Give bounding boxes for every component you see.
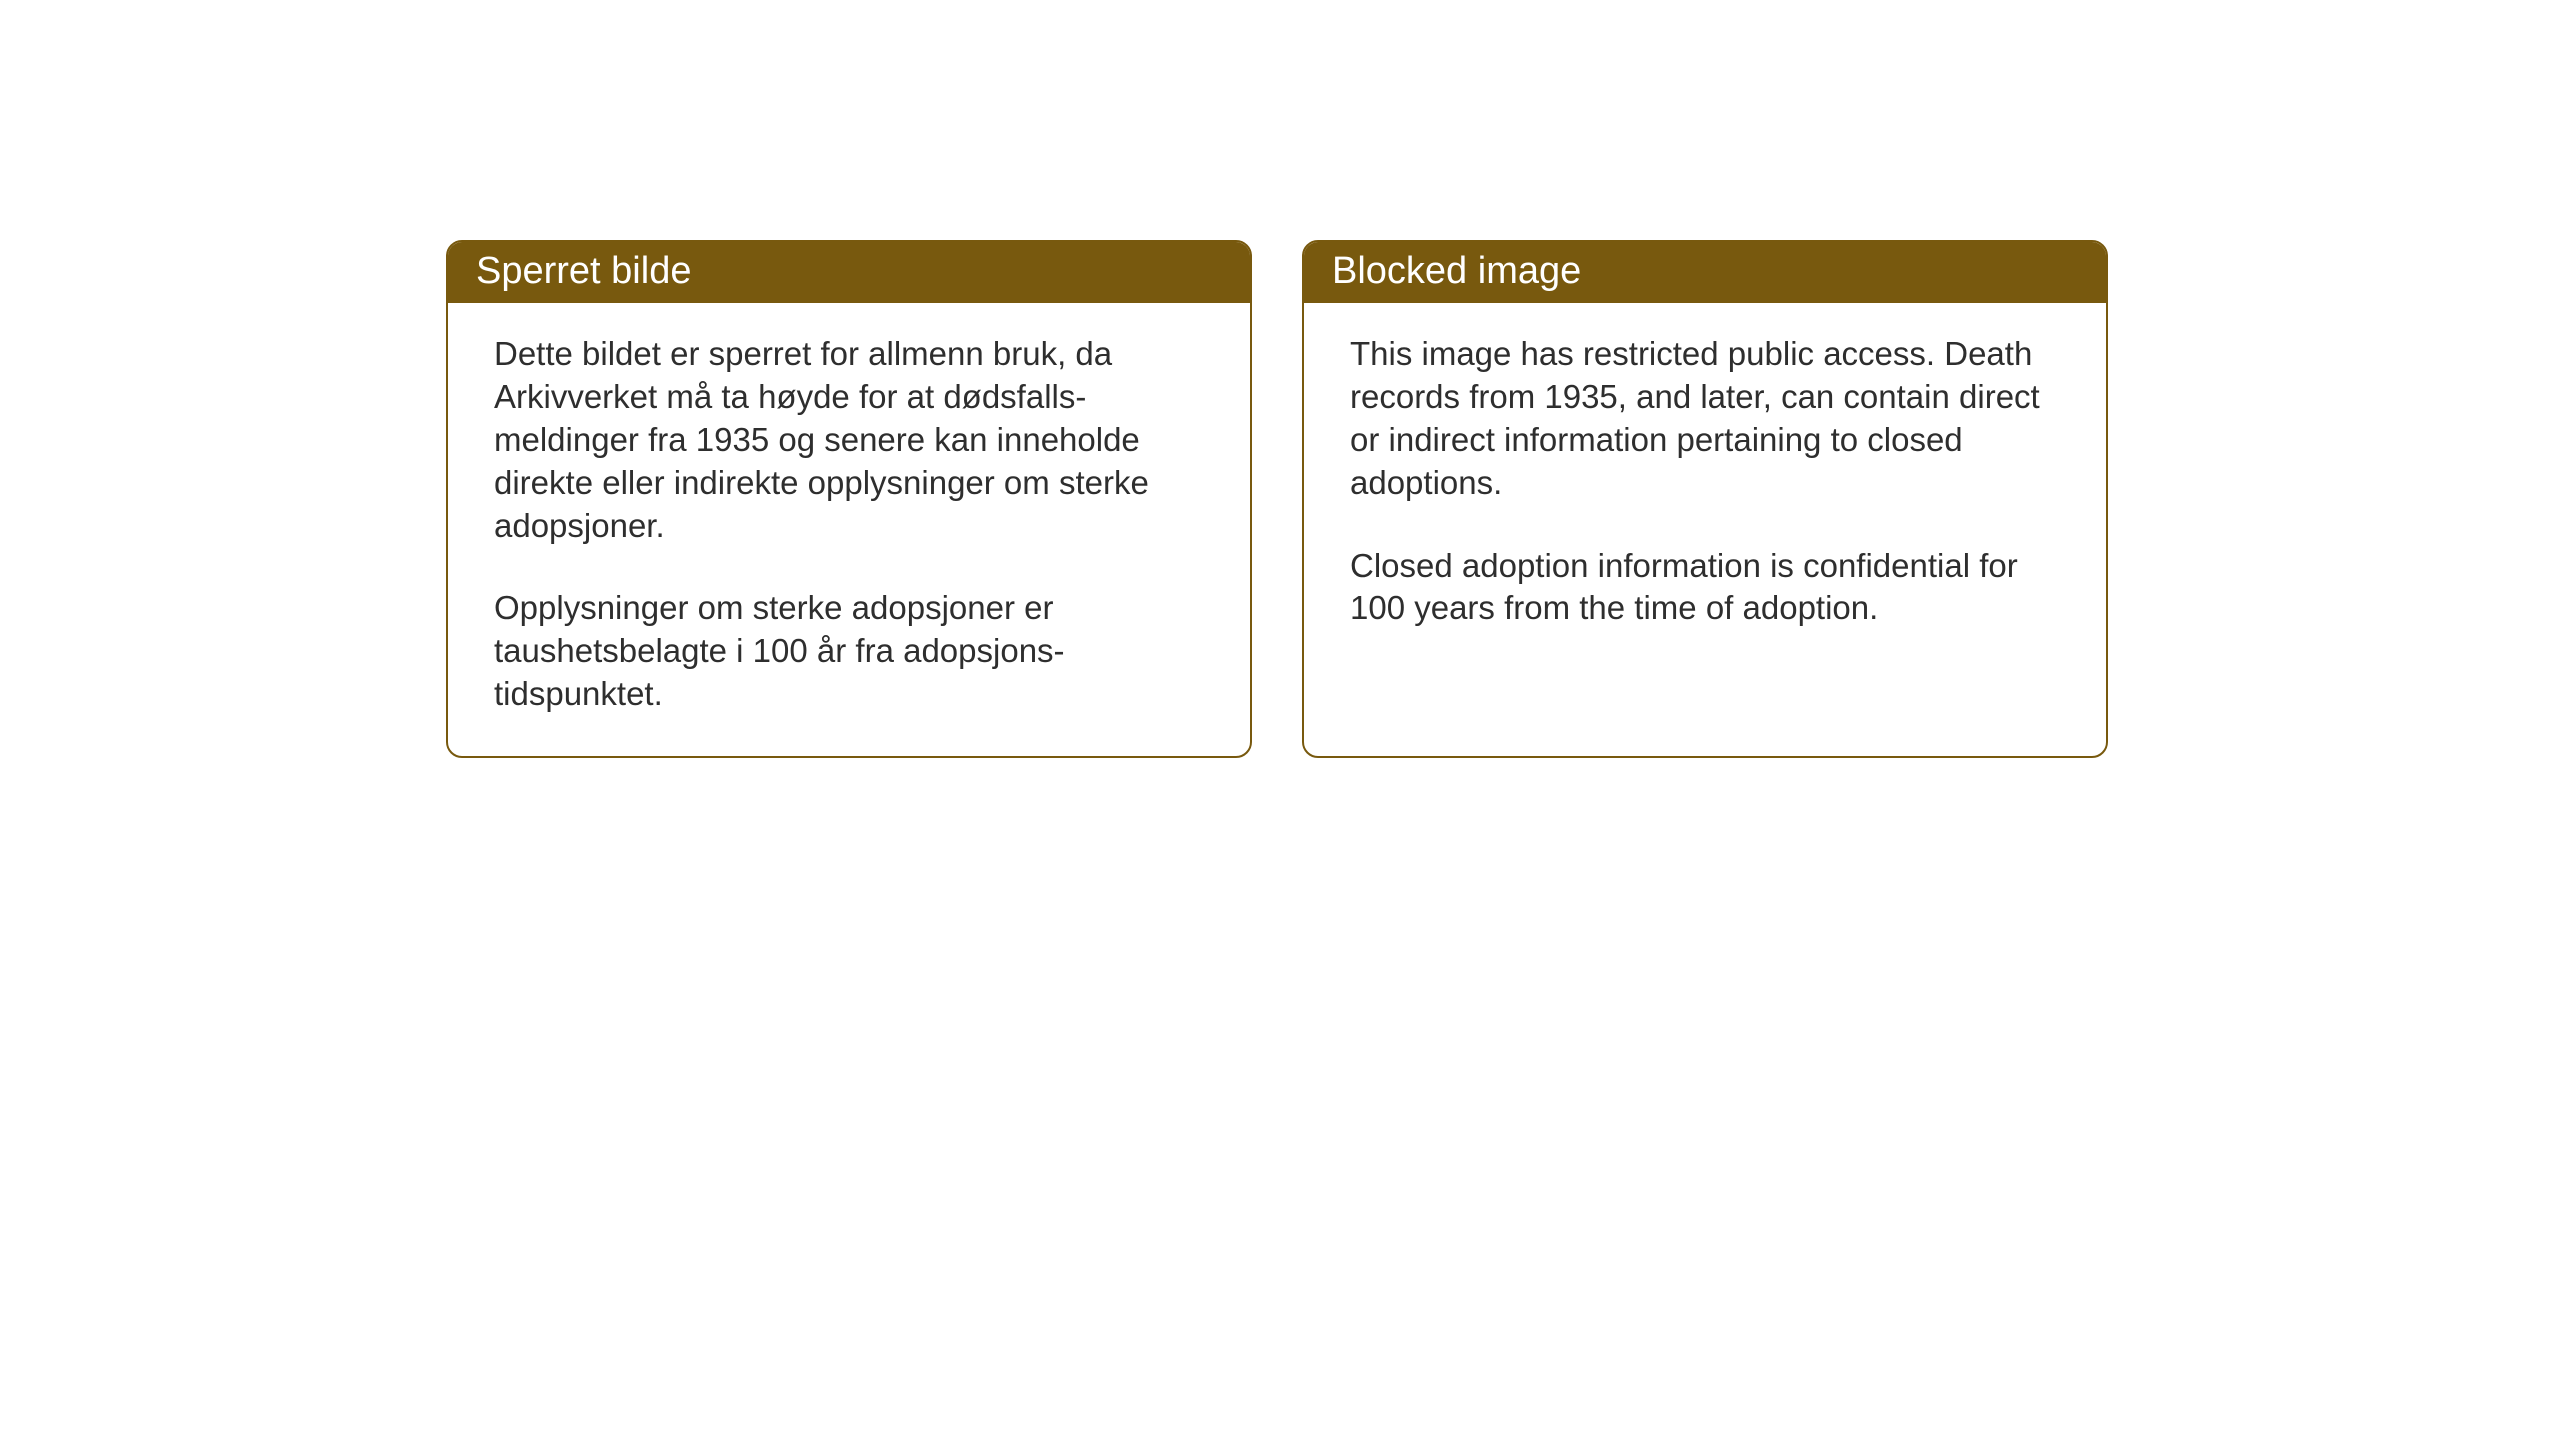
- card-paragraph-1-english: This image has restricted public access.…: [1350, 333, 2060, 505]
- card-paragraph-2-english: Closed adoption information is confident…: [1350, 545, 2060, 631]
- card-paragraph-1-norwegian: Dette bildet er sperret for allmenn bruk…: [494, 333, 1204, 547]
- notice-cards-container: Sperret bilde Dette bildet er sperret fo…: [446, 240, 2108, 758]
- card-header-english: Blocked image: [1304, 242, 2106, 303]
- card-paragraph-2-norwegian: Opplysninger om sterke adopsjoner er tau…: [494, 587, 1204, 716]
- notice-card-norwegian: Sperret bilde Dette bildet er sperret fo…: [446, 240, 1252, 758]
- card-title-norwegian: Sperret bilde: [476, 250, 691, 292]
- card-body-english: This image has restricted public access.…: [1304, 303, 2106, 723]
- card-title-english: Blocked image: [1332, 250, 1581, 292]
- card-header-norwegian: Sperret bilde: [448, 242, 1250, 303]
- card-body-norwegian: Dette bildet er sperret for allmenn bruk…: [448, 303, 1250, 756]
- notice-card-english: Blocked image This image has restricted …: [1302, 240, 2108, 758]
